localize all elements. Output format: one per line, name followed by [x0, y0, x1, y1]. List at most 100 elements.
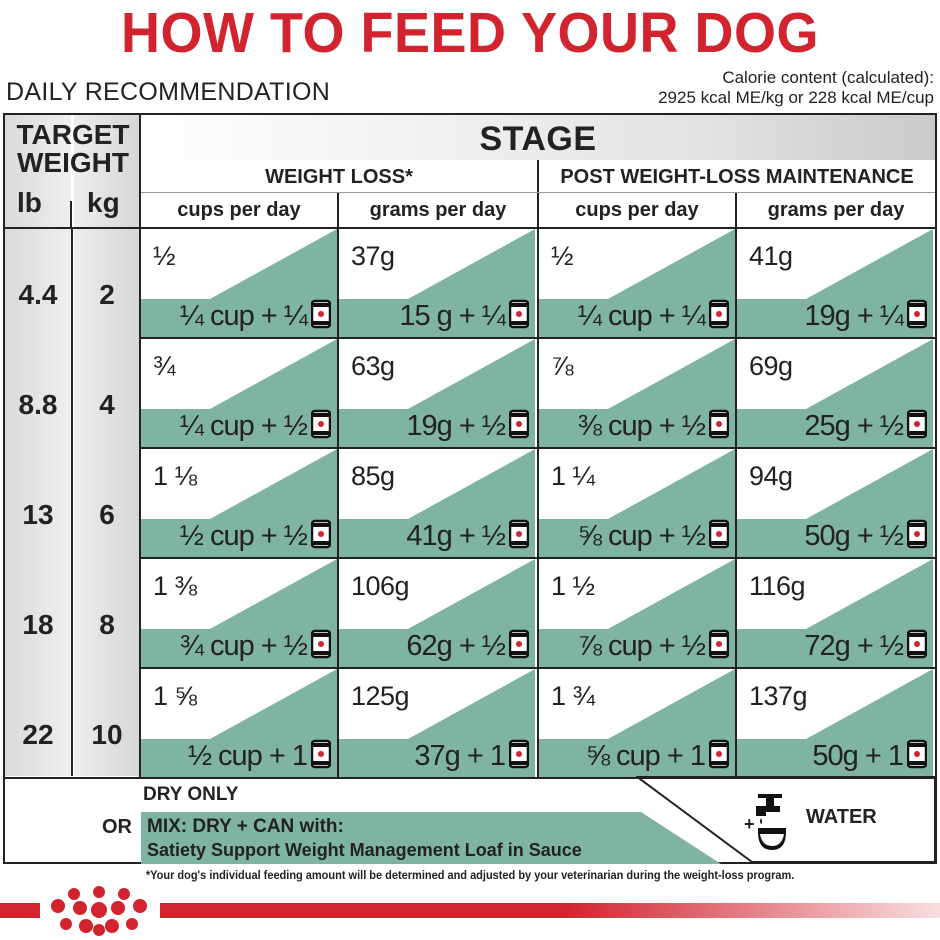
- dry-amount: ½: [551, 241, 574, 271]
- dry-amount: 63g: [351, 351, 395, 381]
- stage-header: STAGE: [141, 115, 935, 160]
- mix-amount: 41g + ½: [406, 520, 506, 552]
- mix-amount: 19g + ½: [406, 410, 506, 442]
- weight-lb: 22: [22, 719, 54, 750]
- lb-header: lb: [17, 187, 42, 218]
- dry-amount: 69g: [749, 351, 793, 381]
- can-icon: [907, 409, 927, 439]
- feeding-cell: 37g 15 g + ¼: [339, 229, 535, 337]
- can-icon: [907, 519, 927, 549]
- dry-amount: ½: [153, 241, 176, 271]
- dry-amount: 116g: [749, 571, 806, 601]
- dry-amount: 106g: [351, 571, 410, 601]
- legend-water: WATER: [806, 806, 877, 828]
- weight-kg: 8: [99, 609, 115, 640]
- feeding-cell: 137g 50g + 1: [737, 669, 933, 777]
- dry-amount: 1 ⅝: [153, 681, 197, 711]
- target-weight-header: TARGET WEIGHT: [16, 119, 130, 178]
- weight-lb: 4.4: [18, 279, 58, 310]
- can-icon: [311, 629, 331, 659]
- page-title: HOW TO FEED YOUR DOG: [120, 1, 820, 65]
- feeding-cell: 1 ½ ⅞ cup + ½: [539, 559, 735, 667]
- col-header-grams-loss: grams per day: [369, 199, 507, 221]
- weight-lb: 18: [22, 609, 54, 640]
- weight-lb: 8.8: [18, 389, 58, 420]
- mix-amount: 37g + 1: [414, 740, 506, 772]
- dry-amount: ¾: [153, 351, 176, 381]
- feeding-cell: 1 ⅜ ¾ cup + ½: [141, 559, 337, 667]
- feeding-cell: 1 ⅝ ½ cup + 1: [141, 669, 337, 777]
- col-header-grams-maint: grams per day: [767, 199, 905, 221]
- mix-amount: 62g + ½: [406, 630, 506, 662]
- feeding-cell: 69g 25g + ½: [737, 339, 933, 447]
- dry-amount: 1 ½: [551, 571, 595, 601]
- mix-amount: ⅜ cup + ½: [577, 410, 706, 442]
- dry-amount: 41g: [749, 241, 793, 271]
- water-box: [636, 776, 936, 863]
- dry-amount: 1 ¾: [551, 681, 595, 711]
- calorie-content: Calorie content (calculated): 2925 kcal …: [658, 68, 934, 108]
- calorie-line-2: 2925 kcal ME/kg or 228 kcal ME/cup: [658, 88, 934, 107]
- legend-mix-product: Satiety Support Weight Management Loaf i…: [147, 840, 582, 860]
- feeding-cell: 1 ⅛ ½ cup + ½: [141, 449, 337, 557]
- feeding-cell: 41g 19g + ¼: [737, 229, 933, 337]
- can-icon: [907, 299, 927, 329]
- mix-amount: 72g + ½: [804, 630, 904, 662]
- can-icon: [907, 739, 927, 769]
- feeding-cell: 125g 37g + 1: [339, 669, 535, 777]
- col-header-cups-loss: cups per day: [177, 199, 301, 221]
- target-weight-column: TARGET WEIGHT lb kg 4.4 2 8.8 4 13 6 18 8 22 10: [5, 115, 141, 776]
- mix-amount: 15 g + ¼: [399, 300, 506, 332]
- dry-amount: 137g: [749, 681, 808, 711]
- feeding-cell: 106g 62g + ½: [339, 559, 535, 667]
- legend-dry-only: DRY ONLY: [143, 784, 239, 805]
- mix-amount: ¼ cup + ½: [179, 410, 308, 442]
- mix-amount: ¼ cup + ¼: [577, 300, 706, 332]
- dry-amount: 1 ⅛: [153, 461, 197, 491]
- legend-mix-box: MIX: DRY + CAN with: Satiety Support Wei…: [141, 812, 721, 864]
- can-icon: [709, 629, 729, 659]
- weight-kg: 4: [99, 389, 115, 420]
- mix-amount: ⅞ cup + ½: [577, 630, 706, 662]
- can-icon: [509, 739, 529, 769]
- crown-logo: [51, 886, 147, 936]
- mix-amount: 25g + ½: [804, 410, 904, 442]
- can-icon: [709, 299, 729, 329]
- weight-kg: 6: [99, 499, 115, 530]
- feeding-cell: 116g 72g + ½: [737, 559, 933, 667]
- mix-amount: 50g + 1: [812, 740, 904, 772]
- can-icon: [709, 409, 729, 439]
- mix-amount: 50g + ½: [804, 520, 904, 552]
- calorie-line-1: Calorie content (calculated):: [722, 68, 934, 87]
- water-tap-icon: +: [744, 794, 786, 850]
- mix-amount: 19g + ¼: [804, 300, 904, 332]
- can-icon: [311, 519, 331, 549]
- daily-recommendation-label: DAILY RECOMMENDATION: [6, 78, 331, 106]
- can-icon: [709, 519, 729, 549]
- can-icon: [907, 629, 927, 659]
- mix-amount: ⅝ cup + 1: [585, 740, 706, 772]
- mix-amount: ¼ cup + ¼: [179, 300, 308, 332]
- feeding-cell: 85g 41g + ½: [339, 449, 535, 557]
- can-icon: [509, 629, 529, 659]
- legend-mix-title: MIX: DRY + CAN with:: [147, 816, 344, 837]
- feeding-cell: 1 ¾ ⅝ cup + 1: [539, 669, 735, 777]
- can-icon: [311, 299, 331, 329]
- can-icon: [311, 409, 331, 439]
- can-icon: [509, 409, 529, 439]
- col-header-cups-maint: cups per day: [575, 199, 699, 221]
- dry-amount: 85g: [351, 461, 395, 491]
- weight-kg: 10: [91, 719, 123, 750]
- dry-amount: 37g: [351, 241, 395, 271]
- weight-lb: 13: [22, 499, 54, 530]
- can-icon: [311, 739, 331, 769]
- dry-amount: ⅞: [551, 351, 574, 381]
- mix-amount: ¾ cup + ½: [179, 630, 308, 662]
- feeding-cell: 63g 19g + ½: [339, 339, 535, 447]
- kg-header: kg: [87, 187, 120, 218]
- can-icon: [709, 739, 729, 769]
- dry-amount: 1 ⅜: [153, 571, 197, 601]
